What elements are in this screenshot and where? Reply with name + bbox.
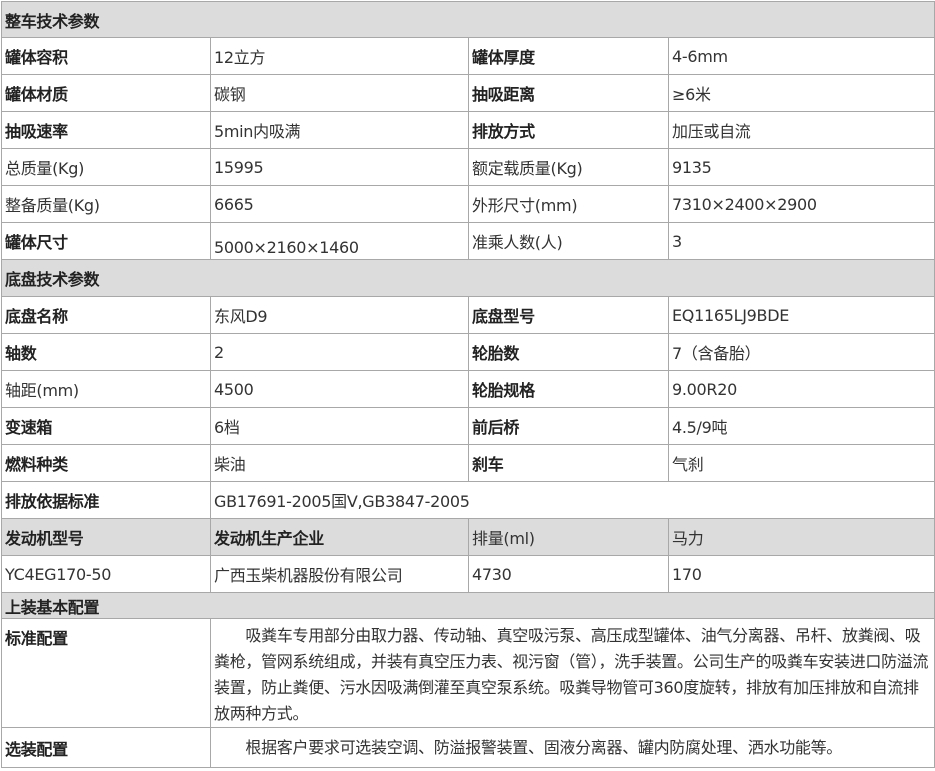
- field-value: 3: [667, 222, 935, 260]
- table-row: 标准配置 吸粪车专用部分由取力器、传动轴、真空吸污泵、高压成型罐体、油气分离器、…: [1, 618, 935, 728]
- field-label: 抽吸距离: [468, 74, 669, 112]
- field-value: EQ1165LJ9BDE: [667, 296, 935, 334]
- table-row: 排放依据标准 GB17691-2005国Ⅴ,GB3847-2005: [1, 481, 935, 519]
- field-label: 准乘人数(人): [468, 222, 669, 260]
- field-label: 罐体材质: [1, 74, 211, 112]
- field-label: 变速箱: [1, 407, 211, 445]
- table-row: 总质量(Kg) 15995 额定载质量(Kg) 9135: [1, 148, 935, 186]
- field-value: 6档: [210, 407, 469, 445]
- field-label: 排放方式: [468, 111, 669, 149]
- table-row: 燃料种类 柴油 刹车 气刹: [1, 444, 935, 482]
- table-row: 罐体容积 12立方 罐体厚度 4-6mm: [1, 37, 935, 75]
- section-header-row: 底盘技术参数: [0, 259, 935, 297]
- section-title: 上装基本配置: [0, 592, 935, 619]
- field-label: 标准配置: [1, 618, 211, 728]
- field-label: 轮胎规格: [468, 370, 669, 408]
- field-label: 罐体容积: [1, 37, 211, 75]
- field-label: 轴距(mm): [1, 370, 211, 408]
- section-header-row: 上装基本配置: [0, 592, 935, 619]
- field-value: 气刹: [667, 444, 935, 482]
- field-label: 排量(ml): [468, 518, 669, 556]
- field-value: 4.5/9吨: [667, 407, 935, 445]
- field-value: 4500: [210, 370, 469, 408]
- field-label: 发动机型号: [1, 518, 211, 556]
- field-label: 总质量(Kg): [1, 148, 211, 186]
- field-label: 额定载质量(Kg): [468, 148, 669, 186]
- field-label: YC4EG170-50: [1, 555, 211, 593]
- field-label: 整备质量(Kg): [1, 185, 211, 223]
- engine-header-row: 发动机型号 发动机生产企业 排量(ml) 马力: [1, 518, 935, 556]
- field-value: 7（含备胎）: [667, 333, 935, 371]
- field-label: 刹车: [468, 444, 669, 482]
- field-value: ≥6米: [667, 74, 935, 112]
- table-row: 整备质量(Kg) 6665 外形尺寸(mm) 7310×2400×2900: [1, 185, 935, 223]
- field-value: 碳钢: [210, 74, 469, 112]
- field-value: 4-6mm: [667, 37, 935, 75]
- field-label: 轮胎数: [468, 333, 669, 371]
- table-row: 罐体材质 碳钢 抽吸距离 ≥6米: [1, 74, 935, 112]
- field-value: 东风D9: [210, 296, 469, 334]
- field-label: 4730: [468, 555, 669, 593]
- section-title: 整车技术参数: [0, 1, 935, 38]
- field-value: 发动机生产企业: [210, 518, 469, 556]
- table-row: 选装配置 根据客户要求可选装空调、防溢报警装置、固液分离器、罐内防腐处理、洒水功…: [1, 727, 935, 768]
- field-label: 底盘型号: [468, 296, 669, 334]
- field-label: 罐体厚度: [468, 37, 669, 75]
- field-label: 排放依据标准: [1, 481, 211, 519]
- field-value: 柴油: [210, 444, 469, 482]
- table-row: 底盘名称 东风D9 底盘型号 EQ1165LJ9BDE: [1, 296, 935, 334]
- field-value: 170: [667, 555, 935, 593]
- field-value: 5000×2160×1460: [210, 222, 469, 260]
- field-value: 加压或自流: [667, 111, 935, 149]
- table-row: 轴数 2 轮胎数 7（含备胎）: [1, 333, 935, 371]
- table-row: 变速箱 6档 前后桥 4.5/9吨: [1, 407, 935, 445]
- table-row: 轴距(mm) 4500 轮胎规格 9.00R20: [1, 370, 935, 408]
- field-value: GB17691-2005国Ⅴ,GB3847-2005: [209, 481, 935, 519]
- field-label: 轴数: [1, 333, 211, 371]
- field-value: 7310×2400×2900: [667, 185, 935, 223]
- field-value: 5min内吸满: [210, 111, 469, 149]
- field-label: 抽吸速率: [1, 111, 211, 149]
- field-value: 吸粪车专用部分由取力器、传动轴、真空吸污泵、高压成型罐体、油气分离器、吊杆、放粪…: [209, 618, 935, 728]
- field-value: 9135: [667, 148, 935, 186]
- field-label: 底盘名称: [1, 296, 211, 334]
- field-label: 选装配置: [1, 727, 211, 768]
- field-label: 前后桥: [468, 407, 669, 445]
- table-row: 抽吸速率 5min内吸满 排放方式 加压或自流: [1, 111, 935, 149]
- section-header-row: 整车技术参数: [0, 1, 935, 38]
- field-label: 罐体尺寸: [1, 222, 211, 260]
- field-label: 外形尺寸(mm): [468, 185, 669, 223]
- field-value: 根据客户要求可选装空调、防溢报警装置、固液分离器、罐内防腐处理、洒水功能等。: [209, 727, 935, 768]
- field-value: 15995: [210, 148, 469, 186]
- table-row: YC4EG170-50 广西玉柴机器股份有限公司 4730 170: [1, 555, 935, 593]
- field-value: 马力: [667, 518, 935, 556]
- field-value: 广西玉柴机器股份有限公司: [210, 555, 469, 593]
- field-label: 燃料种类: [1, 444, 211, 482]
- section-title: 底盘技术参数: [0, 259, 935, 297]
- table-row: 罐体尺寸 5000×2160×1460 准乘人数(人) 3: [1, 222, 935, 260]
- field-value: 12立方: [210, 37, 469, 75]
- field-value: 2: [210, 333, 469, 371]
- field-value: 9.00R20: [667, 370, 935, 408]
- field-value: 6665: [210, 185, 469, 223]
